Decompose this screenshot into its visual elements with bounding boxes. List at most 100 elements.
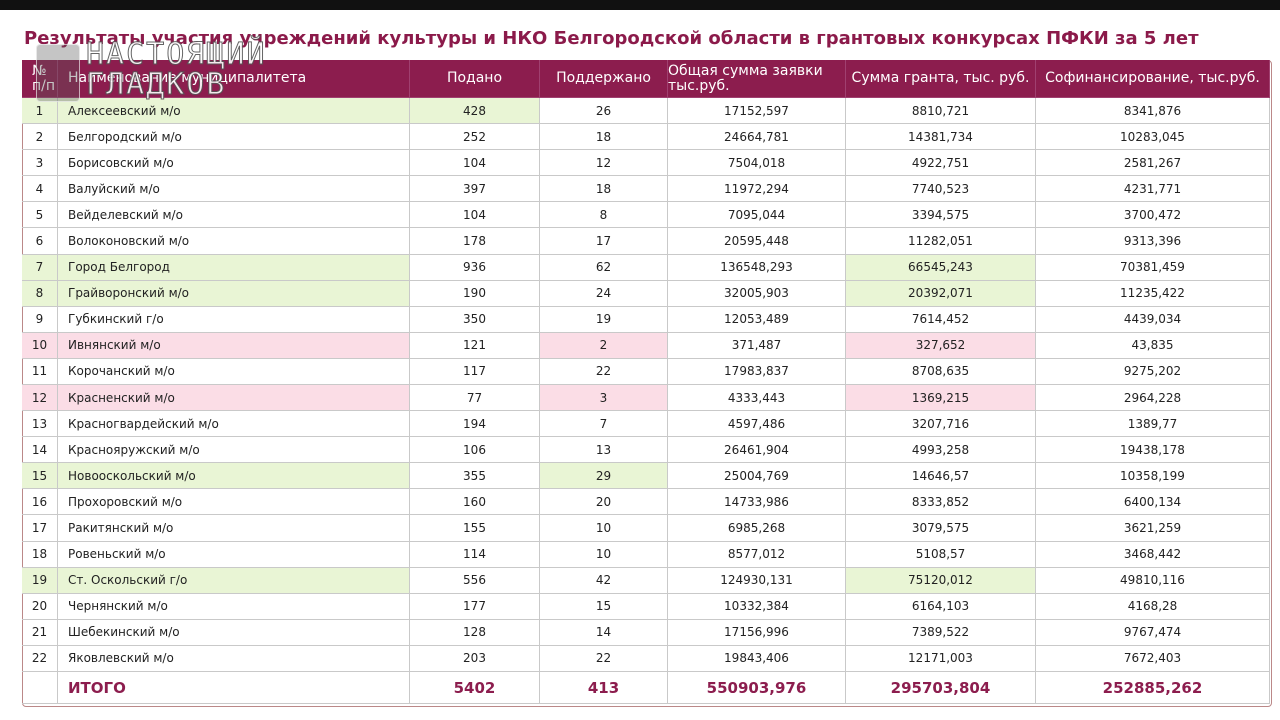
table-cell: 8333,852 (846, 489, 1036, 516)
table-cell: Алексеевский м/о (58, 98, 410, 125)
table-cell: 17 (22, 515, 58, 542)
table-cell: 7095,044 (668, 202, 846, 229)
table-cell: 4168,28 (1036, 593, 1270, 620)
table-cell: Вейделевский м/о (58, 202, 410, 229)
top-bar (0, 0, 1280, 10)
total-cell (22, 672, 58, 704)
table-cell: Красногвардейский м/о (58, 411, 410, 438)
table-cell: 9 (22, 306, 58, 333)
table-cell: 6985,268 (668, 515, 846, 542)
table-cell: 77 (410, 385, 540, 412)
table-cell: 24 (540, 280, 668, 307)
table-cell: 7672,403 (1036, 645, 1270, 672)
table-cell: 22 (540, 358, 668, 385)
table-cell: 14381,734 (846, 124, 1036, 151)
table-cell: 5108,57 (846, 541, 1036, 568)
table-cell: Корочанский м/о (58, 358, 410, 385)
table-cell: 3 (22, 150, 58, 177)
table-cell: Ракитянский м/о (58, 515, 410, 542)
table-cell: 42 (540, 567, 668, 594)
table-cell: 10 (540, 515, 668, 542)
table-cell: Краснояружский м/о (58, 437, 410, 464)
table-cell: 4922,751 (846, 150, 1036, 177)
table-cell: 8 (22, 280, 58, 307)
table-cell: 106 (410, 437, 540, 464)
table-cell: 3700,472 (1036, 202, 1270, 229)
table-cell: 13 (22, 411, 58, 438)
table-cell: 19438,178 (1036, 437, 1270, 464)
table-cell: 1389,77 (1036, 411, 1270, 438)
table-cell: 3394,575 (846, 202, 1036, 229)
table-cell: 8 (540, 202, 668, 229)
table-cell: Чернянский м/о (58, 593, 410, 620)
table-cell: 10 (22, 332, 58, 359)
table-cell: 26461,904 (668, 437, 846, 464)
table-cell: 104 (410, 202, 540, 229)
table-cell: 43,835 (1036, 332, 1270, 359)
table-cell: 12 (540, 150, 668, 177)
table-cell: Волоконовский м/о (58, 228, 410, 255)
table-cell: Валуйский м/о (58, 176, 410, 203)
table-cell: 177 (410, 593, 540, 620)
table-cell: 7614,452 (846, 306, 1036, 333)
table-cell: Грайворонский м/о (58, 280, 410, 307)
table-cell: 7389,522 (846, 619, 1036, 646)
watermark-line: НАСТОЯЩИЙ (86, 37, 267, 72)
table-cell: 128 (410, 619, 540, 646)
table-cell: 936 (410, 254, 540, 281)
table-cell: Красненский м/о (58, 385, 410, 412)
table-cell: 355 (410, 463, 540, 490)
table-cell: 18 (540, 176, 668, 203)
table-cell: 11 (22, 358, 58, 385)
table-cell: 252 (410, 124, 540, 151)
header-cell: Наименование муниципалитета (58, 60, 410, 98)
table-cell: Ст. Оскольский г/о (58, 567, 410, 594)
table-cell: 2581,267 (1036, 150, 1270, 177)
table-cell: 21 (22, 619, 58, 646)
total-cell: 550903,976 (668, 672, 846, 704)
header-cell: Общая сумма заявки тыс.руб. (668, 60, 846, 98)
table-cell: 6400,134 (1036, 489, 1270, 516)
table-cell: 4333,443 (668, 385, 846, 412)
table-cell: 11235,422 (1036, 280, 1270, 307)
table-cell: 8577,012 (668, 541, 846, 568)
table-cell: 3621,259 (1036, 515, 1270, 542)
table-cell: 194 (410, 411, 540, 438)
table-cell: 75120,012 (846, 567, 1036, 594)
table-cell: 70381,459 (1036, 254, 1270, 281)
table-cell: 10283,045 (1036, 124, 1270, 151)
table-cell: 5 (22, 202, 58, 229)
table-cell: 10332,384 (668, 593, 846, 620)
table-cell: 14646,57 (846, 463, 1036, 490)
table-cell: 124930,131 (668, 567, 846, 594)
header-cell: Сумма гранта, тыс. руб. (846, 60, 1036, 98)
watermark-line: ГЛАДКОВ (86, 67, 227, 102)
table-cell: 12053,489 (668, 306, 846, 333)
table-cell: 13 (540, 437, 668, 464)
table-cell: 2 (22, 124, 58, 151)
table-cell: 3 (540, 385, 668, 412)
table-cell: 49810,116 (1036, 567, 1270, 594)
table-cell: 4993,258 (846, 437, 1036, 464)
watermark: НАСТОЯЩИЙ ГЛАДКОВ (36, 37, 267, 102)
table-cell: 2964,228 (1036, 385, 1270, 412)
table-cell: 32005,903 (668, 280, 846, 307)
header-cell: № п/п (22, 60, 58, 98)
table-cell: 8708,635 (846, 358, 1036, 385)
table-cell: 9313,396 (1036, 228, 1270, 255)
watermark-logo (36, 44, 80, 102)
table-cell: 66545,243 (846, 254, 1036, 281)
table-cell: 20 (540, 489, 668, 516)
table-cell: 4 (22, 176, 58, 203)
table-cell: 350 (410, 306, 540, 333)
table-cell: 4439,034 (1036, 306, 1270, 333)
table-cell: 22 (540, 645, 668, 672)
table-cell: 17983,837 (668, 358, 846, 385)
table-cell: 2 (540, 332, 668, 359)
table-cell: 160 (410, 489, 540, 516)
table-cell: 203 (410, 645, 540, 672)
table-cell: 20595,448 (668, 228, 846, 255)
table-cell: 14 (22, 437, 58, 464)
header-cell: Поддержано (540, 60, 668, 98)
